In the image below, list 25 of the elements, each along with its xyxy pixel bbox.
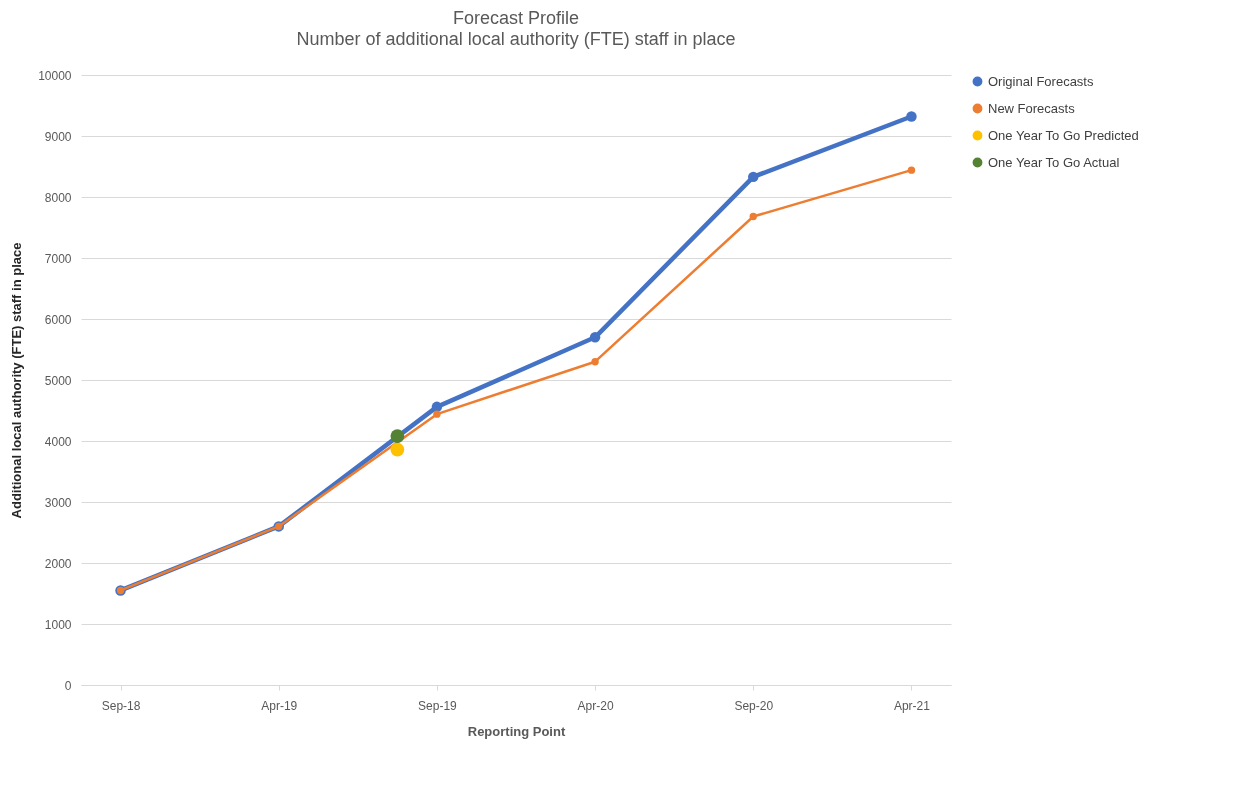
legend-label: New Forecasts xyxy=(988,100,1076,116)
x-axis-title: Reporting Point xyxy=(467,723,566,739)
x-tick-label: Sep-18 xyxy=(101,698,141,713)
y-tick-label: 9000 xyxy=(44,129,72,144)
x-tick-label: Apr-21 xyxy=(893,698,931,713)
chart-title: Forecast Profile xyxy=(452,8,580,28)
x-tick-label: Apr-20 xyxy=(577,698,614,713)
legend-label: One Year To Go Actual xyxy=(988,154,1120,170)
legend-label: Original Forecasts xyxy=(988,73,1094,89)
y-axis-title: Additional local authority (FTE) staff in place xyxy=(9,242,25,519)
y-tick-label: 3000 xyxy=(44,495,72,510)
chart-subtitle: Number of additional local authority (FTE) staff in place xyxy=(296,29,736,49)
x-tick-label: Sep-19 xyxy=(418,698,458,713)
y-tick-label: 0 xyxy=(64,678,72,693)
x-tick-label: Sep-20 xyxy=(734,698,774,713)
y-tick-label: 10000 xyxy=(38,68,72,83)
y-tick-label: 8000 xyxy=(44,190,72,205)
y-tick-label: 5000 xyxy=(44,373,72,388)
legend-label: One Year To Go Predicted xyxy=(988,127,1139,143)
y-tick-label: 2000 xyxy=(44,556,72,571)
y-tick-label: 6000 xyxy=(44,312,72,327)
y-tick-label: 1000 xyxy=(44,617,72,632)
y-tick-label: 4000 xyxy=(44,434,72,449)
y-tick-label: 7000 xyxy=(44,251,72,266)
x-tick-label: Apr-19 xyxy=(261,698,298,713)
